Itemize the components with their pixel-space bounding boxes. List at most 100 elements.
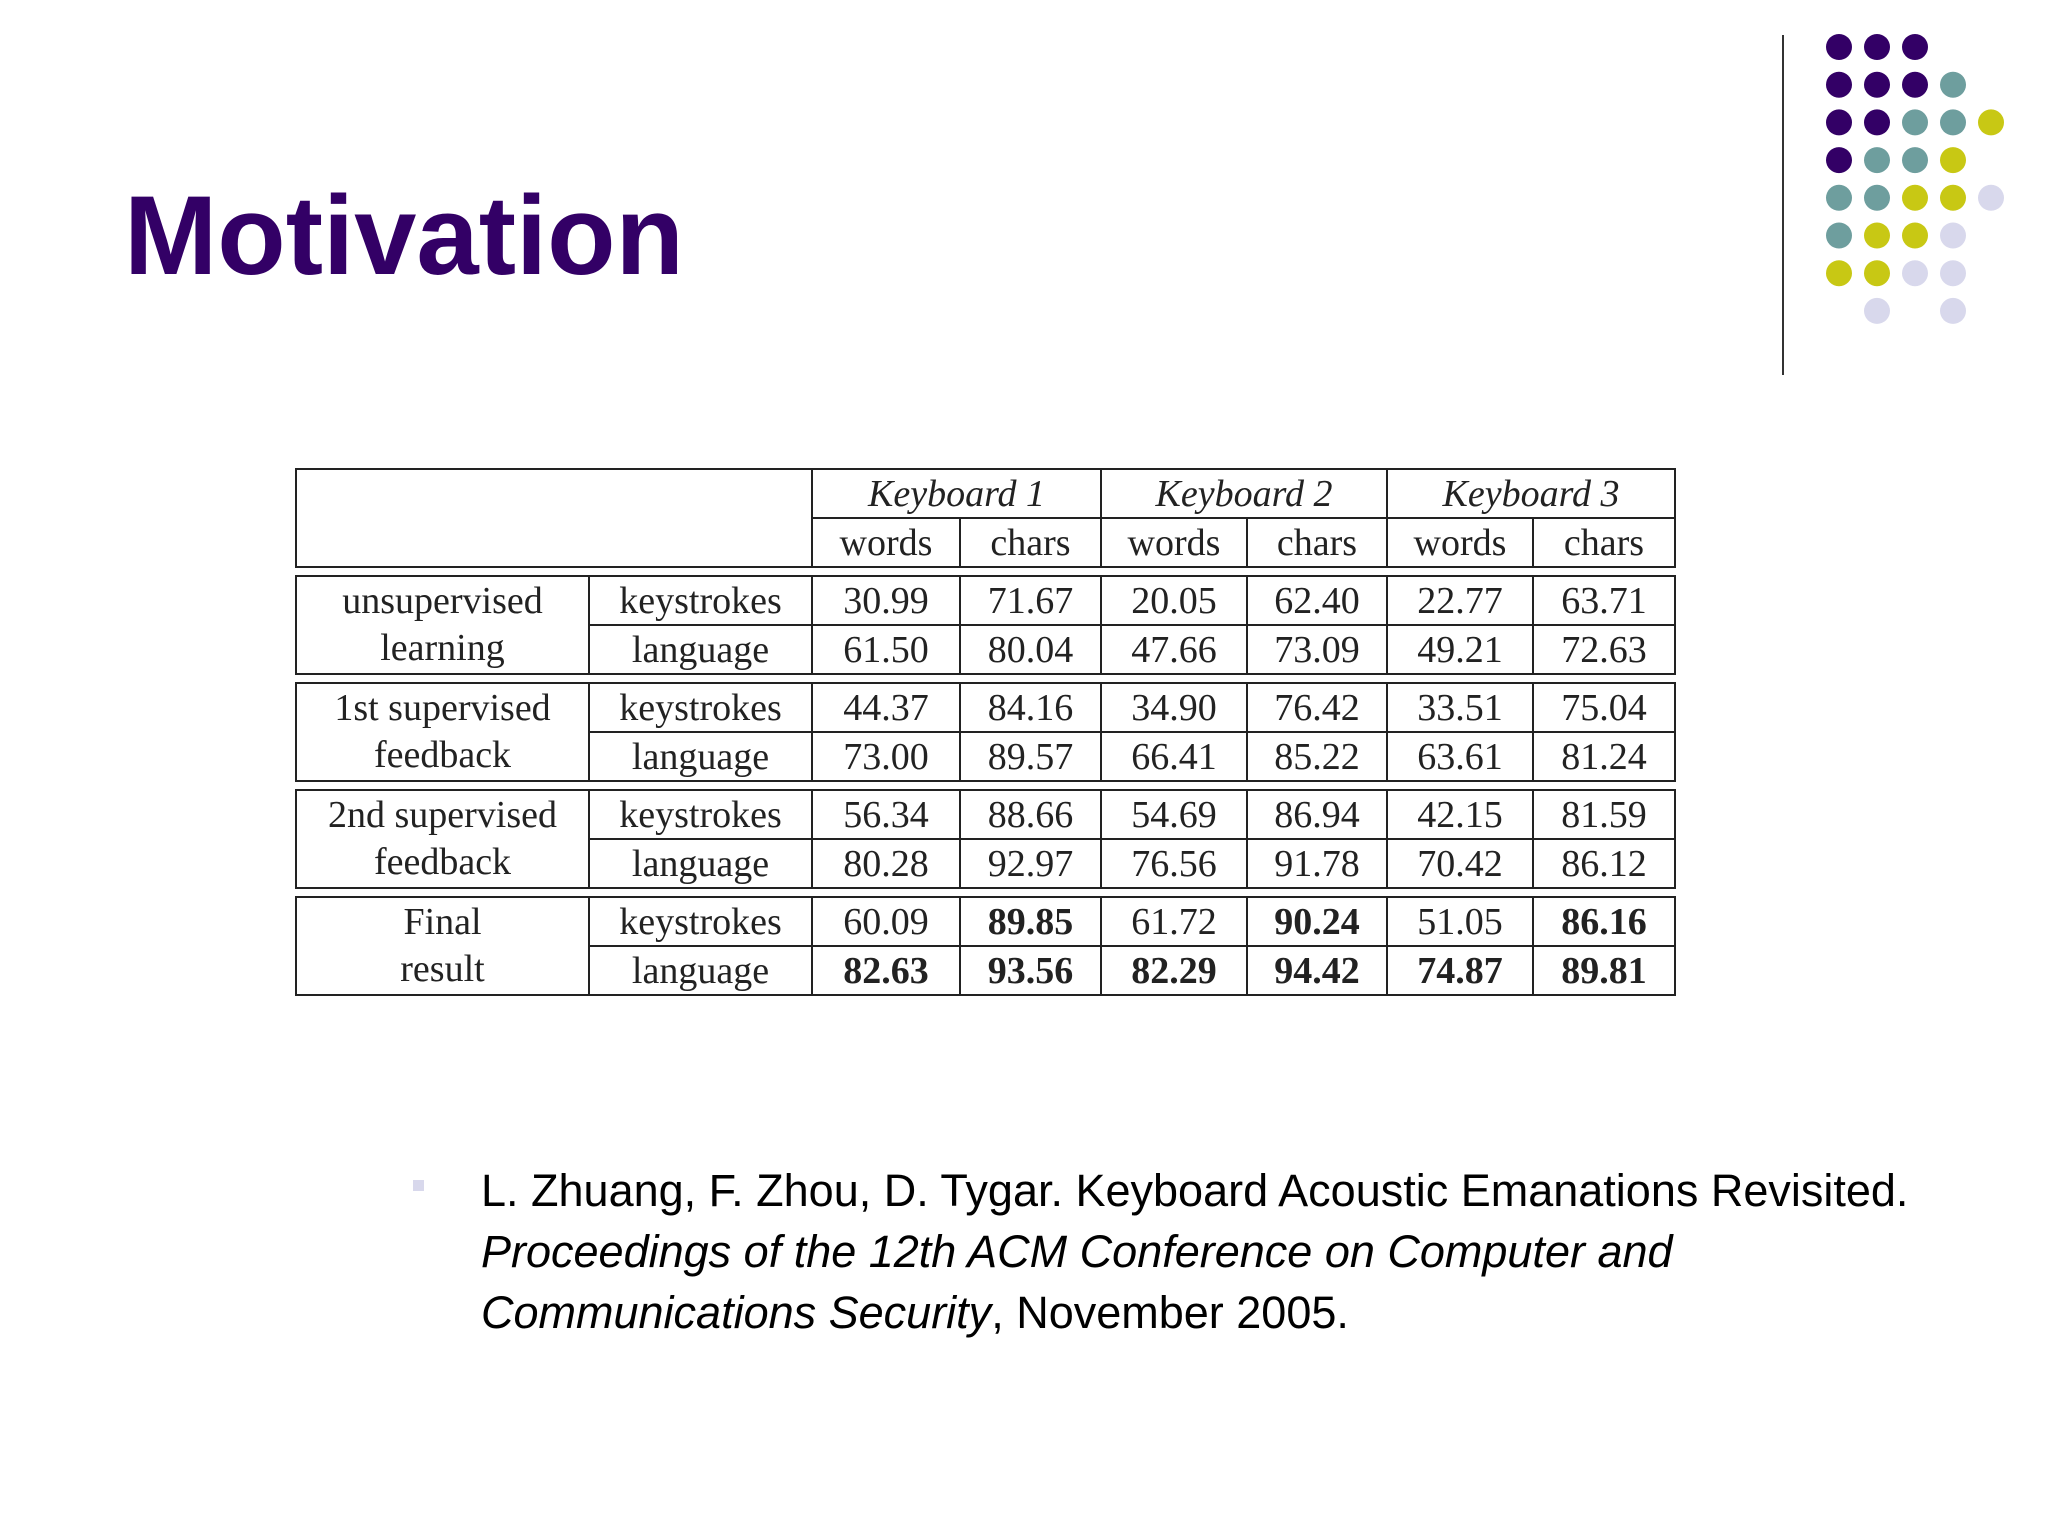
results-table: Keyboard 1 Keyboard 2 Keyboard 3 words chars… <box>295 468 1676 1003</box>
value-cell: 72.63 <box>1532 624 1676 675</box>
bullet <box>413 1180 424 1191</box>
dot <box>1826 222 1852 249</box>
column-header: chars <box>1532 517 1676 568</box>
section-label: unsupervised learning <box>295 575 590 675</box>
table-row: language 61.50 80.04 47.66 73.09 49.21 72.63 <box>296 624 1676 675</box>
table-row: 1st supervised feedback keystrokes 44.37 84.… <box>295 682 1676 782</box>
dot <box>1940 147 1966 174</box>
value-cell: 54.69 <box>1100 789 1248 840</box>
dot <box>1864 260 1890 287</box>
dot <box>1978 184 2004 211</box>
section-label: 1st supervised feedback <box>295 682 590 782</box>
dot <box>1864 297 1890 324</box>
value-cell: 92.97 <box>959 838 1102 889</box>
group-header: Keyboard 3 <box>1386 468 1676 519</box>
value-cell: 86.12 <box>1532 838 1676 889</box>
dot <box>1902 34 1928 60</box>
value-cell: 76.42 <box>1246 682 1388 733</box>
value-cell: 63.71 <box>1532 575 1676 626</box>
header-row: Keyboard 1 Keyboard 2 Keyboard 3 <box>295 468 1676 568</box>
dot <box>1826 34 1852 60</box>
value-cell: 75.04 <box>1532 682 1676 733</box>
value-cell: 88.66 <box>959 789 1102 840</box>
table-row: language 73.00 89.57 66.41 85.22 63.61 81.24 <box>296 731 1676 782</box>
value-cell: 56.34 <box>811 789 961 840</box>
dot <box>1940 222 1966 249</box>
table-block: unsupervised learning keystrokes 30.99 71.67… <box>295 575 1676 675</box>
value-cell: 93.56 <box>959 945 1102 996</box>
value-cell: 82.63 <box>811 945 961 996</box>
value-cell: 30.99 <box>811 575 961 626</box>
dot <box>1940 71 1966 98</box>
divider-line <box>1782 35 1784 375</box>
citation-part: , November 2005. <box>991 1287 1349 1338</box>
value-cell: 22.77 <box>1386 575 1534 626</box>
method-cell: language <box>588 731 813 782</box>
column-header: words <box>1386 517 1534 568</box>
dot <box>1940 109 1966 136</box>
column-header: words <box>1100 517 1248 568</box>
dot <box>1864 109 1890 136</box>
value-cell: 85.22 <box>1246 731 1388 782</box>
group-header: Keyboard 2 <box>1100 468 1388 519</box>
label-line: feedback <box>373 841 512 883</box>
value-cell: 73.00 <box>811 731 961 782</box>
slide-title: Motivation <box>124 173 684 298</box>
value-cell: 20.05 <box>1100 575 1248 626</box>
section-label: Final result <box>295 896 590 996</box>
citation-part: L. Zhuang, F. Zhou, D. Tygar. Keyboard A… <box>481 1165 1909 1216</box>
method-cell: language <box>588 624 813 675</box>
value-cell: 91.78 <box>1246 838 1388 889</box>
method-cell: language <box>588 838 813 889</box>
dot <box>1902 260 1928 287</box>
table-row: 2nd supervised feedback keystrokes 56.34 88.… <box>295 789 1676 889</box>
method-cell: keystrokes <box>588 789 813 840</box>
table-block: Final result keystrokes 60.09 89.85 61.72 90.2… <box>295 896 1676 996</box>
value-cell: 44.37 <box>811 682 961 733</box>
table-block: 1st supervised feedback keystrokes 44.37 84.… <box>295 682 1676 782</box>
dot <box>1864 71 1890 98</box>
dot <box>1940 260 1966 287</box>
value-cell: 89.81 <box>1532 945 1676 996</box>
value-cell: 42.15 <box>1386 789 1534 840</box>
header-row: words chars words chars words chars <box>296 517 1676 568</box>
value-cell: 89.57 <box>959 731 1102 782</box>
citation-part: Proceedings of the 12th ACM Conference o… <box>481 1226 1673 1338</box>
dot <box>1826 109 1852 136</box>
value-cell: 51.05 <box>1386 896 1534 947</box>
value-cell: 66.41 <box>1100 731 1248 782</box>
dot <box>1902 109 1928 136</box>
dot <box>1902 184 1928 211</box>
table-block: 2nd supervised feedback keystrokes 56.34 88.… <box>295 789 1676 889</box>
value-cell: 89.85 <box>959 896 1102 947</box>
group-header: Keyboard 1 <box>811 468 1102 519</box>
method-cell: keystrokes <box>588 682 813 733</box>
citation: L. Zhuang, F. Zhou, D. Tygar. Keyboard A… <box>481 1160 1921 1343</box>
method-cell: keystrokes <box>588 896 813 947</box>
value-cell: 34.90 <box>1100 682 1248 733</box>
column-header: chars <box>959 517 1102 568</box>
value-cell: 61.50 <box>811 624 961 675</box>
value-cell: 70.42 <box>1386 838 1534 889</box>
table-row: language 80.28 92.97 76.56 91.78 70.42 86.12 <box>296 838 1676 889</box>
label-line: 2nd supervised <box>327 794 558 836</box>
dot <box>1940 297 1966 324</box>
value-cell: 61.72 <box>1100 896 1248 947</box>
value-cell: 73.09 <box>1246 624 1388 675</box>
label-line: result <box>400 948 485 990</box>
value-cell: 81.59 <box>1532 789 1676 840</box>
label-line: Final <box>403 901 482 943</box>
value-cell: 94.42 <box>1246 945 1388 996</box>
value-cell: 81.24 <box>1532 731 1676 782</box>
value-cell: 49.21 <box>1386 624 1534 675</box>
label-line: feedback <box>373 734 512 776</box>
value-cell: 63.61 <box>1386 731 1534 782</box>
dot <box>1864 34 1890 60</box>
dot-decoration <box>1826 34 2004 324</box>
value-cell: 80.04 <box>959 624 1102 675</box>
dot <box>1978 109 2004 136</box>
label-line: learning <box>380 627 505 669</box>
value-cell: 80.28 <box>811 838 961 889</box>
value-cell: 90.24 <box>1246 896 1388 947</box>
value-cell: 60.09 <box>811 896 961 947</box>
